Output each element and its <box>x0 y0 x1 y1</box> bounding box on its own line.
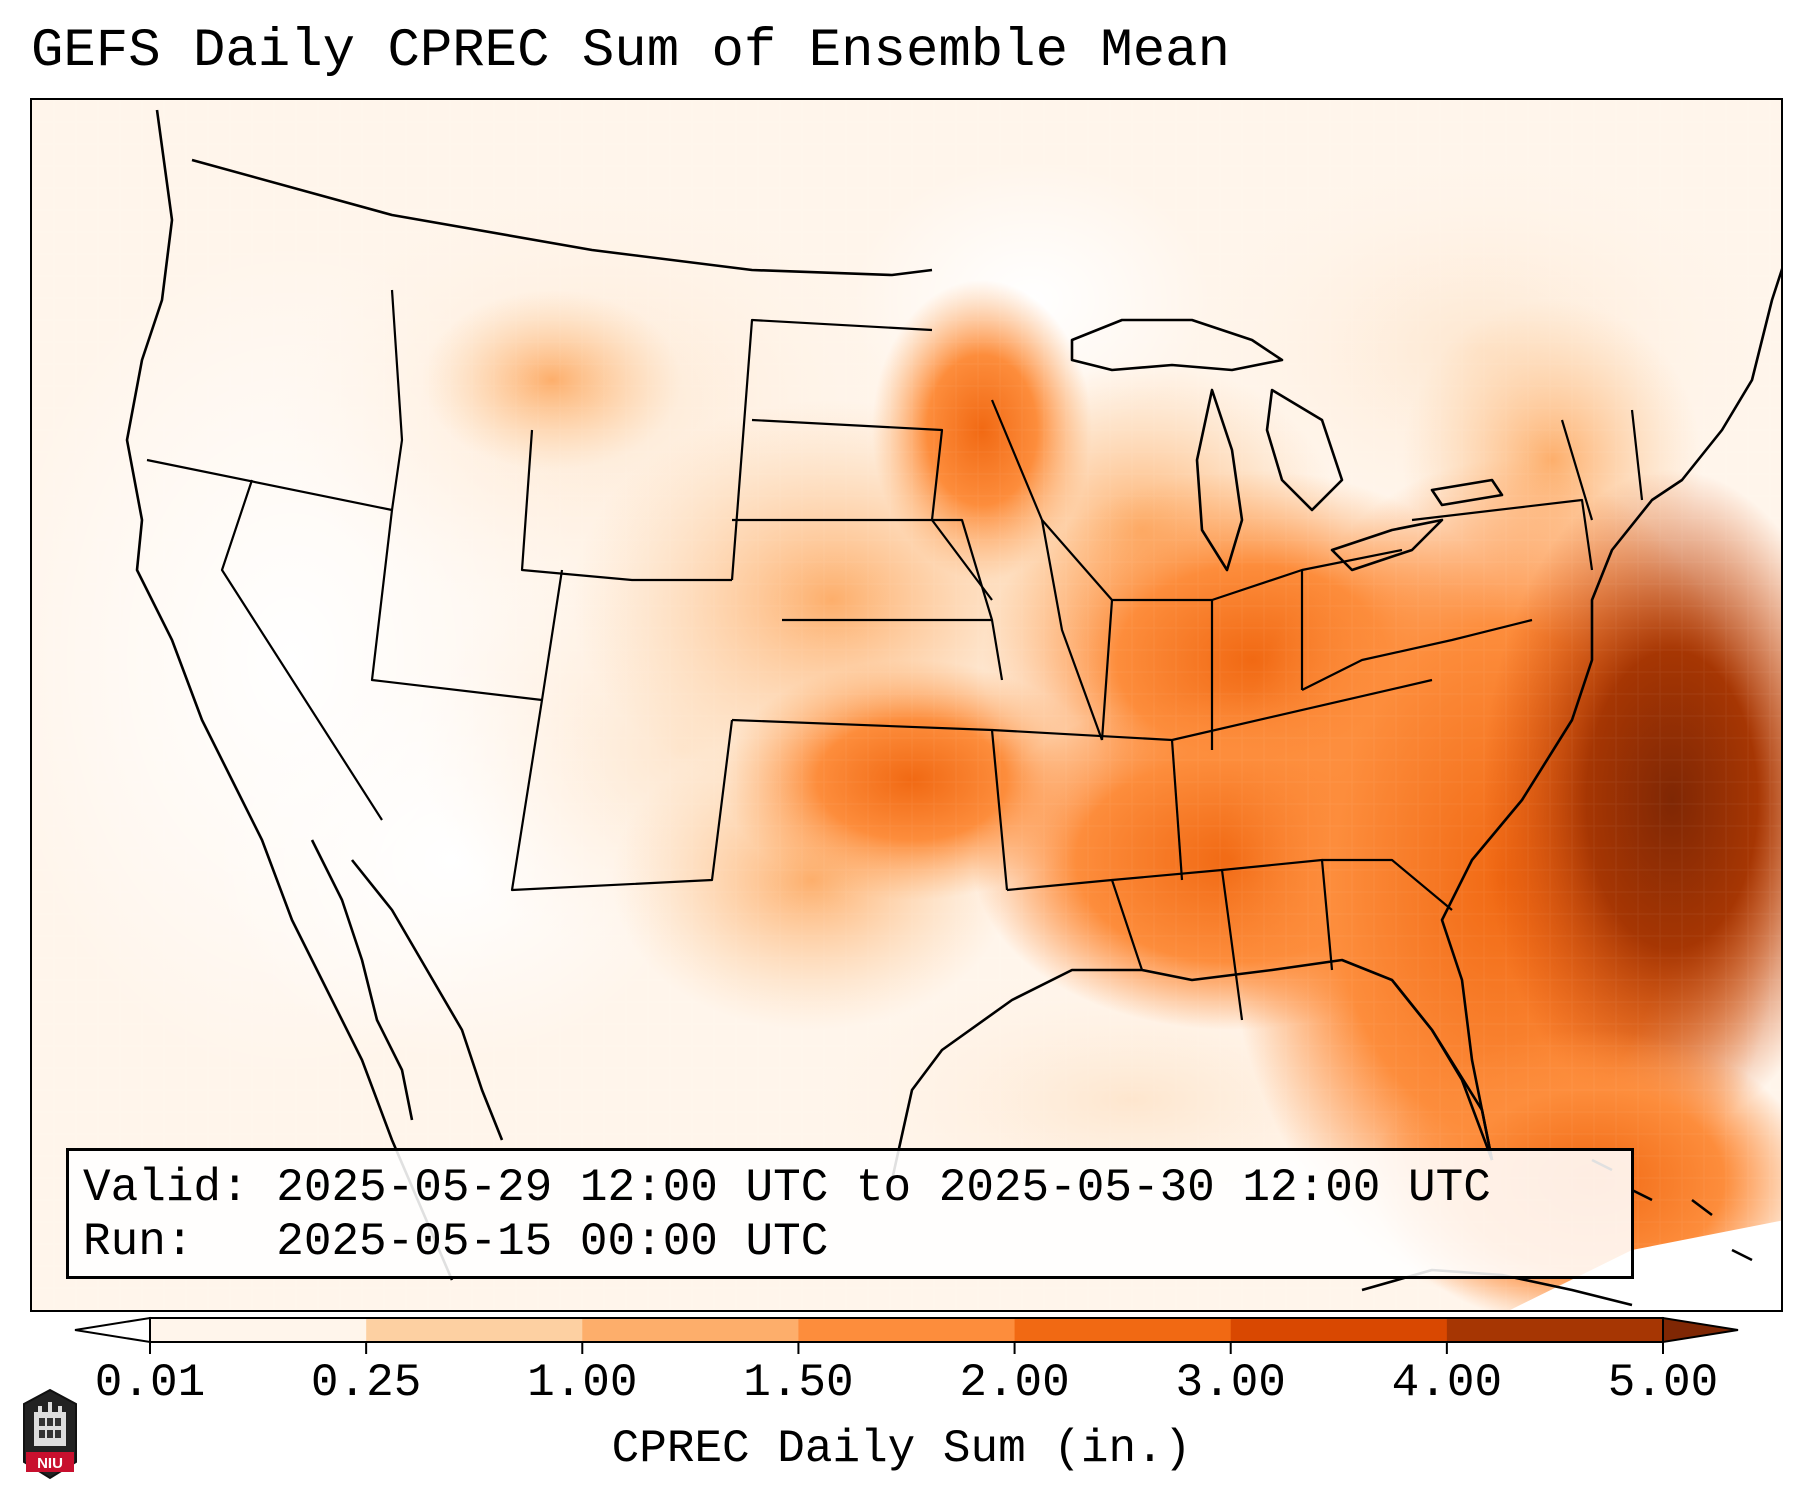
run-time-text: Run: 2025-05-15 00:00 UTC <box>83 1216 829 1268</box>
colorbar-segment <box>150 1318 367 1342</box>
niu-logo: NIU <box>23 1388 77 1480</box>
colorbar-tick-label: 1.00 <box>527 1357 638 1409</box>
atlantic-coastline <box>1440 268 1781 1161</box>
colorbar-over-extend <box>1662 1316 1739 1344</box>
colorbar-segment <box>798 1318 1016 1342</box>
canada-us-border <box>191 158 933 277</box>
florida-peninsula <box>1390 979 1494 1161</box>
colorbar-tick-label: 0.01 <box>94 1357 206 1409</box>
colorbar-label: CPREC Daily Sum (in.) <box>611 1423 1192 1475</box>
colorbar-segment <box>1230 1318 1448 1342</box>
valid-time-text: Valid: 2025-05-29 12:00 UTC to 2025-05-3… <box>83 1162 1491 1214</box>
colorbar-outline <box>149 1317 1664 1343</box>
colorbar-tick-label: 0.25 <box>310 1357 422 1409</box>
lake-erie <box>1330 518 1444 572</box>
colorbar-segment <box>366 1318 583 1342</box>
lake-michigan <box>1195 388 1244 572</box>
baja-coastline <box>310 839 504 1141</box>
colorbar-tick-label: 2.00 <box>959 1357 1070 1409</box>
colorbar-tick-label: 4.00 <box>1391 1357 1503 1409</box>
lake-ontario <box>1430 478 1504 507</box>
grid-texture <box>32 100 1781 1310</box>
colorbar-segment <box>150 1318 367 1342</box>
niu-logo-text: NIU <box>37 1455 63 1472</box>
colorbar-segment <box>1446 1318 1664 1342</box>
colorbar-tick-label: 3.00 <box>1175 1357 1286 1409</box>
pacific-coastline <box>125 109 454 1281</box>
valid-run-info-box: Valid: 2025-05-29 12:00 UTC to 2025-05-3… <box>66 1148 1634 1279</box>
state-borders <box>146 289 1644 1021</box>
colorbar-under-extend <box>74 1316 151 1344</box>
colorbar-tick-label: 1.50 <box>743 1357 854 1409</box>
colorbar-segment <box>1014 1318 1232 1342</box>
colorbar-segment <box>582 1318 799 1342</box>
precip-map <box>32 100 1781 1310</box>
page-title: GEFS Daily CPREC Sum of Ensemble Mean <box>31 21 1230 82</box>
lake-superior <box>1070 318 1284 372</box>
map-panel <box>30 98 1783 1312</box>
colorbar-tick-label: 5.00 <box>1607 1357 1719 1409</box>
lake-huron <box>1265 388 1344 512</box>
